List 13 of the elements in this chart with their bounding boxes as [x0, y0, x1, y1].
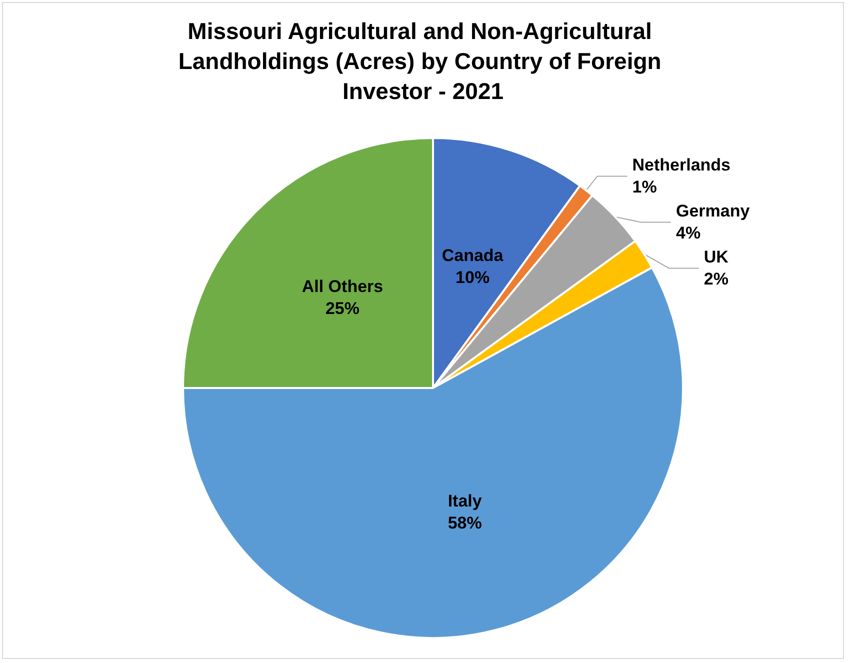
slice-label: Germany	[676, 202, 750, 221]
data-label: 1%	[632, 178, 657, 197]
slice-label: UK	[704, 248, 730, 267]
slice-label: Italy	[448, 491, 482, 510]
data-label: 58%	[448, 513, 482, 532]
slice-label: All Others	[302, 276, 384, 296]
data-label: 25%	[325, 298, 360, 318]
slice-label: Netherlands	[632, 156, 731, 175]
slice-label: Canada	[442, 246, 504, 265]
data-label: 4%	[676, 224, 701, 243]
data-label: 10%	[456, 268, 490, 287]
data-label: 2%	[704, 270, 728, 289]
chart-title: Missouri Agricultural and Non-Agricultural Landholdings (Acres) by Country of Foreign Investor - 2021	[178, 18, 668, 104]
